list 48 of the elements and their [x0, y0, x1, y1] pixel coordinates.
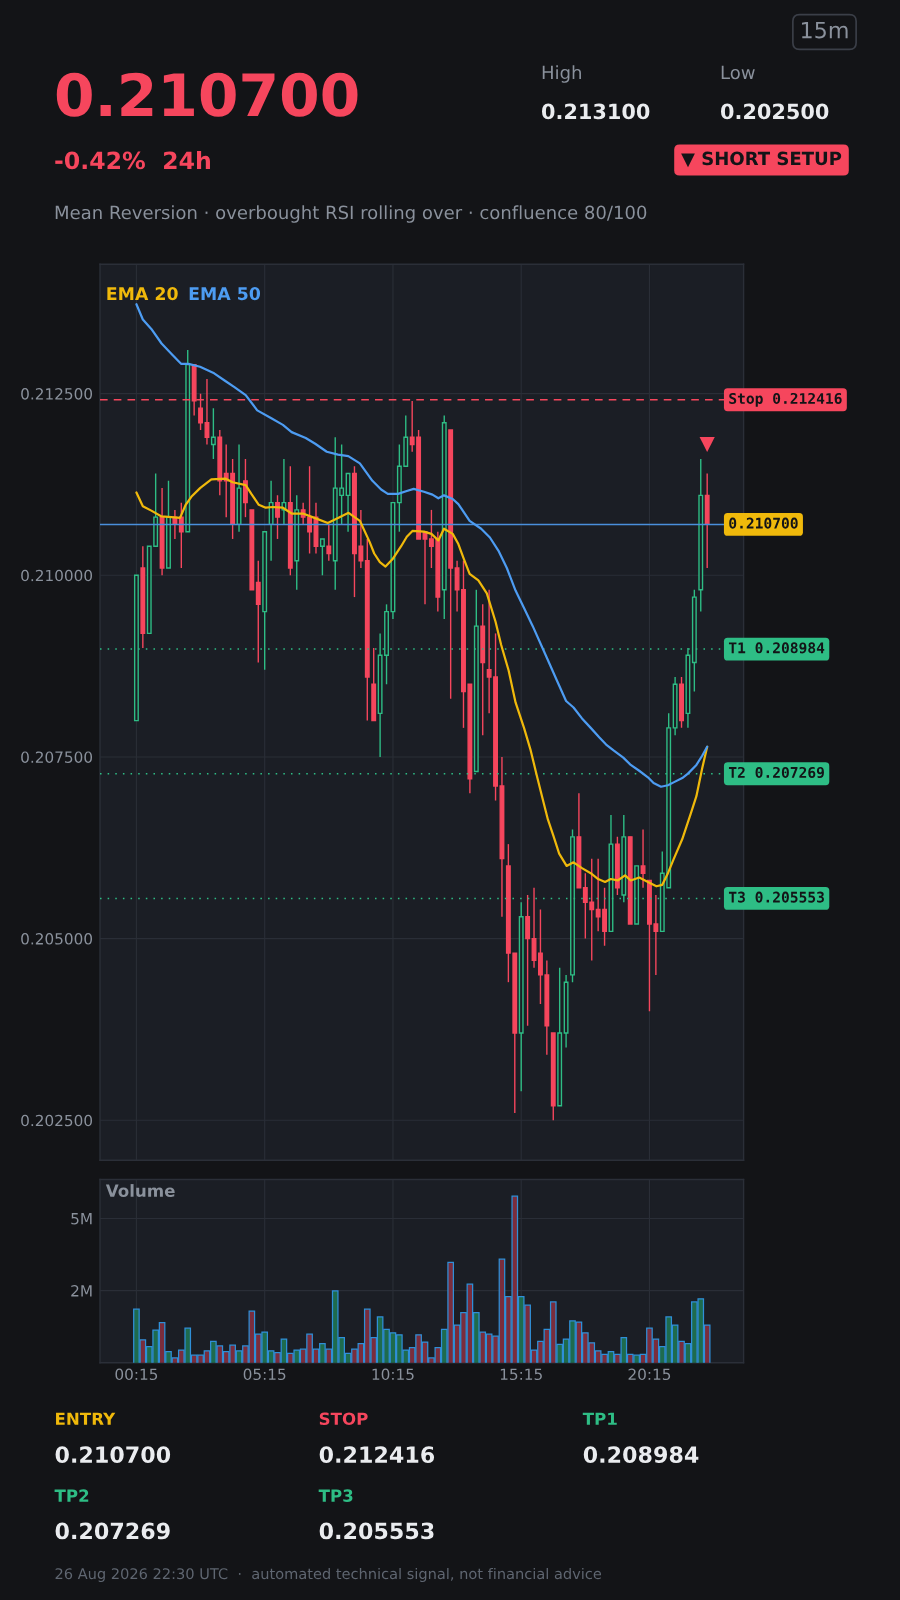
text: 26 Aug 2026 22:30 UTC · automated technical signal, not financial advice: [55, 1567, 602, 1583]
x-tick-label: 10:15: [372, 1368, 414, 1381]
text: 0.213100: [542, 103, 650, 120]
text: ENTRY: [56, 1412, 116, 1425]
annotation: T2 0.207269: [728, 766, 824, 779]
x-tick-label: 05:15: [243, 1368, 286, 1381]
candlestick: [345, 472, 351, 533]
text: 0.205553: [319, 1522, 434, 1540]
text: TP3: [318, 1489, 353, 1502]
text: EMA 20: [107, 287, 178, 301]
text: EMA 50: [189, 287, 261, 301]
candlestick: [319, 538, 325, 576]
y-tick-label: 5M: [71, 1213, 92, 1225]
y-tick-label: 0.205000: [21, 933, 93, 945]
y-tick-label: 0.202500: [21, 1114, 93, 1127]
x-tick-label: 00:15: [115, 1368, 158, 1381]
text: 0.202500: [721, 103, 829, 120]
y-tick-label: 0.210000: [21, 569, 93, 582]
y-tick-label: 0.207500: [21, 751, 93, 763]
text: -0.42% 24h: [55, 151, 210, 170]
text: TP1: [582, 1412, 617, 1425]
text: 0.210700: [56, 72, 358, 117]
annotation: T1 0.208984: [728, 642, 825, 654]
text: Low: [721, 65, 755, 80]
text: 0.210700: [55, 1446, 171, 1464]
x-tick-label: 15:15: [500, 1368, 542, 1381]
annotation: Stop 0.212416: [729, 392, 842, 407]
text: ▼ SHORT SETUP: [681, 151, 842, 168]
candlestick: [525, 894, 531, 1027]
candlestick: [255, 560, 261, 664]
chart-title: Volume: [105, 1184, 175, 1197]
text: 0.208984: [583, 1446, 699, 1464]
text: High: [542, 65, 581, 83]
candlestick: [210, 407, 216, 460]
annotation: T3 0.205553: [728, 891, 824, 903]
line-series: [135, 303, 709, 788]
text: STOP: [319, 1412, 368, 1426]
y-tick-label: 2M: [71, 1285, 92, 1297]
x-tick-label: 20:15: [628, 1368, 671, 1381]
text: TP2: [54, 1489, 89, 1502]
candlestick: [640, 828, 646, 889]
text: 0.212416: [319, 1446, 435, 1464]
candlestick: [326, 523, 332, 562]
y-tick-label: 0.212500: [21, 388, 93, 400]
text: 15m: [801, 21, 848, 39]
annotation: 0.210700: [729, 517, 798, 529]
text: Mean Reversion · overbought RSI rolling over · confluence 80/100: [55, 205, 647, 223]
text: 0.207269: [55, 1522, 170, 1540]
